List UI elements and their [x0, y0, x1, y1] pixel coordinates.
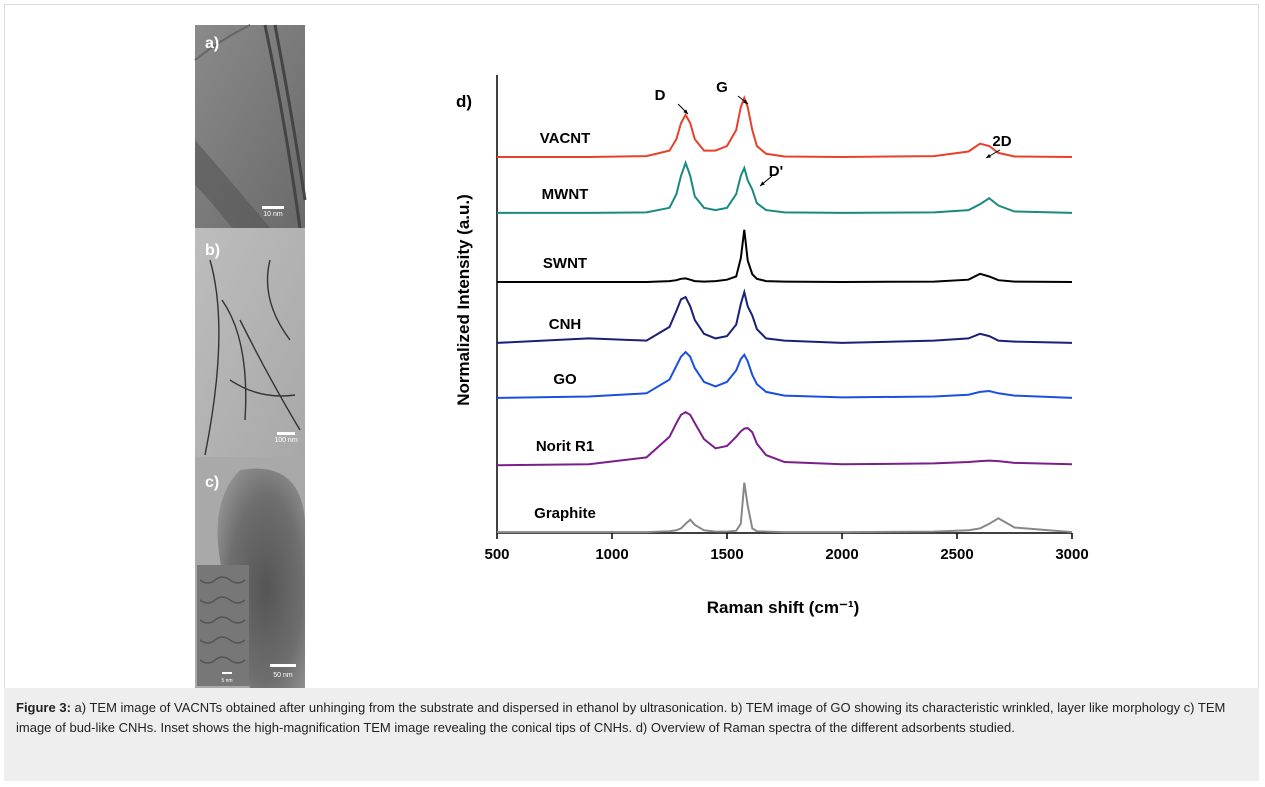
- arrow-head: [986, 154, 991, 158]
- series-label: GO: [553, 371, 577, 388]
- x-tick-label: 1500: [710, 546, 743, 563]
- series-label: Graphite: [534, 505, 596, 522]
- tem-image-a: [194, 24, 307, 229]
- y-axis-label: Normalized Intensity (a.u.): [454, 194, 473, 406]
- caption: Figure 3: a) TEM image of VACNTs obtaine…: [4, 688, 1259, 781]
- scale-bar-label: 100 nm: [274, 437, 298, 444]
- series-label: Norit R1: [536, 438, 594, 455]
- spectrum-line: [497, 159, 1073, 214]
- peak-annotation: G: [716, 79, 728, 96]
- series-label: SWNT: [543, 255, 587, 272]
- arrow-head: [683, 109, 688, 114]
- arrow-head: [760, 181, 765, 186]
- spectrum-line: [496, 410, 1073, 467]
- series-label: VACNT: [540, 130, 591, 147]
- spectrum-line: [496, 350, 1073, 399]
- panel-label: d): [456, 92, 472, 111]
- x-tick-label: 3000: [1055, 546, 1088, 563]
- panel-label: a): [205, 35, 219, 52]
- arrow-head: [743, 99, 748, 104]
- scale-bar-label: 50 nm: [273, 672, 293, 679]
- tem-image-c: [195, 457, 305, 688]
- panel-label: b): [205, 242, 220, 259]
- panel-label: c): [205, 474, 219, 491]
- x-tick-label: 500: [484, 546, 509, 563]
- caption-label: Figure 3:: [16, 700, 71, 715]
- caption-text: a) TEM image of VACNTs obtained after un…: [16, 700, 1226, 735]
- peak-annotation: D: [655, 87, 666, 104]
- figure: a) 10 nm b) 100 nm c) 50 nm 5 nm d) Rama…: [194, 24, 1089, 688]
- tem-image-b: [195, 228, 305, 457]
- series-label: CNH: [549, 316, 582, 333]
- spectrum-line: [497, 95, 1073, 159]
- x-tick-label: 2500: [940, 546, 973, 563]
- spectrum-line: [497, 229, 1073, 284]
- scale-bar-label: 5 nm: [221, 678, 232, 684]
- x-tick-label: 2000: [825, 546, 858, 563]
- peak-annotation: 2D: [992, 133, 1011, 150]
- spectrum-line: [497, 482, 1073, 534]
- spectrum-line: [496, 288, 1073, 344]
- x-axis-label: Raman shift (cm⁻¹): [707, 598, 860, 617]
- scale-bar-label: 10 nm: [263, 211, 283, 218]
- series-label: MWNT: [542, 186, 589, 203]
- peak-annotation: D': [769, 163, 783, 180]
- x-tick-label: 1000: [595, 546, 628, 563]
